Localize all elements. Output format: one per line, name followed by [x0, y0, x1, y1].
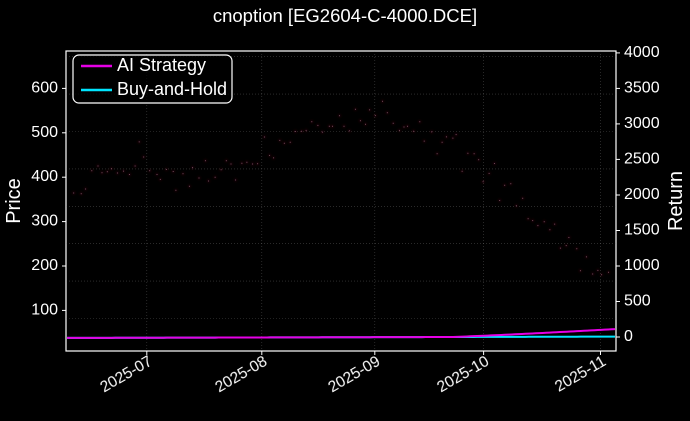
svg-text:300: 300 — [31, 213, 58, 230]
svg-text:1000: 1000 — [624, 257, 660, 274]
svg-text:2500: 2500 — [624, 150, 660, 167]
svg-text:600: 600 — [31, 79, 58, 96]
svg-text:100: 100 — [31, 301, 58, 318]
svg-text:1500: 1500 — [624, 222, 660, 239]
svg-text:0: 0 — [624, 328, 633, 345]
svg-text:Buy-and-Hold: Buy-and-Hold — [117, 79, 227, 99]
svg-text:500: 500 — [31, 124, 58, 141]
svg-text:500: 500 — [624, 293, 651, 310]
svg-text:200: 200 — [31, 257, 58, 274]
svg-text:AI Strategy: AI Strategy — [117, 55, 206, 75]
svg-text:cnoption [EG2604-C-4000.DCE]: cnoption [EG2604-C-4000.DCE] — [213, 5, 477, 26]
svg-text:4000: 4000 — [624, 44, 660, 61]
svg-text:3000: 3000 — [624, 115, 660, 132]
svg-text:2000: 2000 — [624, 186, 660, 203]
svg-text:400: 400 — [31, 168, 58, 185]
svg-text:3500: 3500 — [624, 79, 660, 96]
